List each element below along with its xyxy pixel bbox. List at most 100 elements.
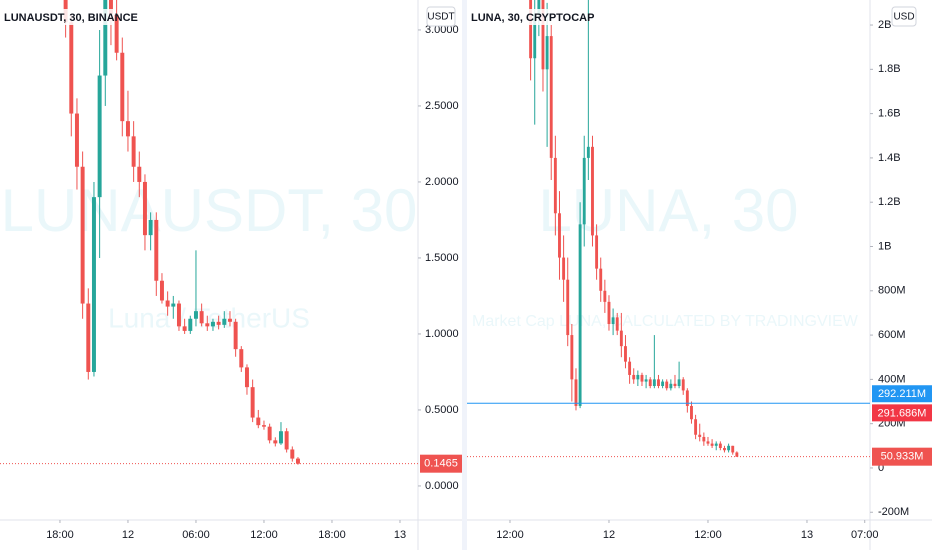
candle-body <box>108 0 113 15</box>
candle-body <box>86 303 91 372</box>
candle-body <box>636 374 640 380</box>
chart-title: LUNAUSDT, 30, BINANCE <box>4 12 138 24</box>
candle-body <box>652 379 656 387</box>
y-tick-label: 600M <box>878 329 906 341</box>
x-tick-label: 12:00 <box>496 529 524 541</box>
candle-body <box>562 257 566 280</box>
y-tick-label: 2B <box>878 19 891 31</box>
candle-body <box>570 335 574 380</box>
candle-body <box>595 235 599 269</box>
y-tick-label: 0 <box>878 462 884 474</box>
candle-body <box>718 443 722 449</box>
pane: LUNAUSDT, 30 Luna / TetherUS <box>1 0 417 465</box>
candle-body <box>615 317 619 331</box>
candle-body <box>723 448 726 451</box>
currency-label[interactable]: USDT <box>427 12 454 23</box>
x-tick-label: 12 <box>122 529 134 541</box>
candle-body <box>694 419 698 435</box>
candle-body <box>644 379 648 382</box>
candle-body <box>665 381 669 389</box>
title-bg <box>2 9 114 25</box>
candle-body <box>537 0 541 14</box>
y-tick-label: 1.6B <box>878 108 901 120</box>
candle-body <box>628 361 632 375</box>
candle-body <box>290 449 295 459</box>
x-tick-label: 12:00 <box>694 529 722 541</box>
candle-body <box>677 379 681 387</box>
candle-body <box>295 458 300 464</box>
candle-body <box>619 330 623 347</box>
currency-button[interactable] <box>891 6 917 27</box>
candle-body <box>541 0 545 70</box>
currency-button[interactable] <box>426 6 456 27</box>
candle-body <box>148 219 153 236</box>
price-label-box <box>872 385 932 403</box>
candle-body <box>278 431 283 444</box>
y-tick-label: 2.0000 <box>425 176 459 188</box>
candle-body <box>714 443 718 446</box>
candle-body <box>558 213 561 258</box>
candle-body <box>566 279 570 336</box>
candle-body <box>533 13 537 59</box>
x-tick-label: 18:00 <box>318 529 346 541</box>
last-price-box <box>420 454 462 473</box>
candle-body <box>222 318 227 325</box>
candle-body <box>690 405 693 420</box>
candle-body <box>233 321 238 350</box>
candle-body <box>735 452 739 457</box>
candle-body <box>284 431 289 450</box>
candle-body <box>702 436 706 442</box>
y-tick-label: 400M <box>878 373 906 385</box>
y-tick-label: 3.0000 <box>425 24 459 36</box>
candle-body <box>69 22 74 114</box>
price-label-box <box>872 404 932 422</box>
candle-body <box>607 301 611 325</box>
y-tick-label: 0.5000 <box>425 404 459 416</box>
candle-body <box>657 379 660 387</box>
candle-body <box>182 326 187 331</box>
candle-body <box>159 280 164 301</box>
y-tick-label: -200M <box>878 506 909 518</box>
candle-body <box>731 445 735 453</box>
candle-body <box>698 434 702 437</box>
candle-body <box>673 383 677 387</box>
x-tick-label: 07:00 <box>851 529 879 541</box>
candle-body <box>273 440 278 444</box>
candle-body <box>553 157 557 214</box>
candle-body <box>91 197 96 372</box>
candle-body <box>685 390 689 406</box>
candle-body <box>199 311 204 324</box>
y-tick-label: 1.2B <box>878 196 901 208</box>
price-label: 292.211M <box>878 388 926 400</box>
candle-body <box>603 290 607 302</box>
candle-body <box>640 374 644 382</box>
x-tick-label: 06:00 <box>182 529 210 541</box>
candle-body <box>171 303 176 307</box>
candle-body <box>710 443 714 446</box>
candle-body <box>142 181 147 236</box>
x-tick-label: 12 <box>603 529 615 541</box>
candle-body <box>669 383 673 389</box>
candle-body <box>74 113 79 167</box>
y-tick-label: 1.5000 <box>425 252 459 264</box>
candle-body <box>137 166 142 182</box>
candle-body <box>103 0 108 76</box>
x-tick-label: 13 <box>801 529 813 541</box>
candle-body <box>706 441 710 444</box>
candle-body <box>549 36 553 158</box>
candle-body <box>97 75 102 198</box>
currency-label[interactable]: USD <box>893 12 914 23</box>
candle-body <box>80 166 85 304</box>
y-tick-label: 1B <box>878 240 891 252</box>
last-price-label: 0.1465 <box>424 458 458 470</box>
candle-body <box>239 349 244 368</box>
candle-body <box>624 346 627 362</box>
candle-body <box>210 321 215 327</box>
candle-body <box>611 317 615 325</box>
candle-body <box>681 379 685 391</box>
candle-body <box>529 0 533 59</box>
y-tick-label: 1.8B <box>878 63 901 75</box>
price-label: 291.686M <box>878 407 927 419</box>
candle-body <box>250 387 255 418</box>
